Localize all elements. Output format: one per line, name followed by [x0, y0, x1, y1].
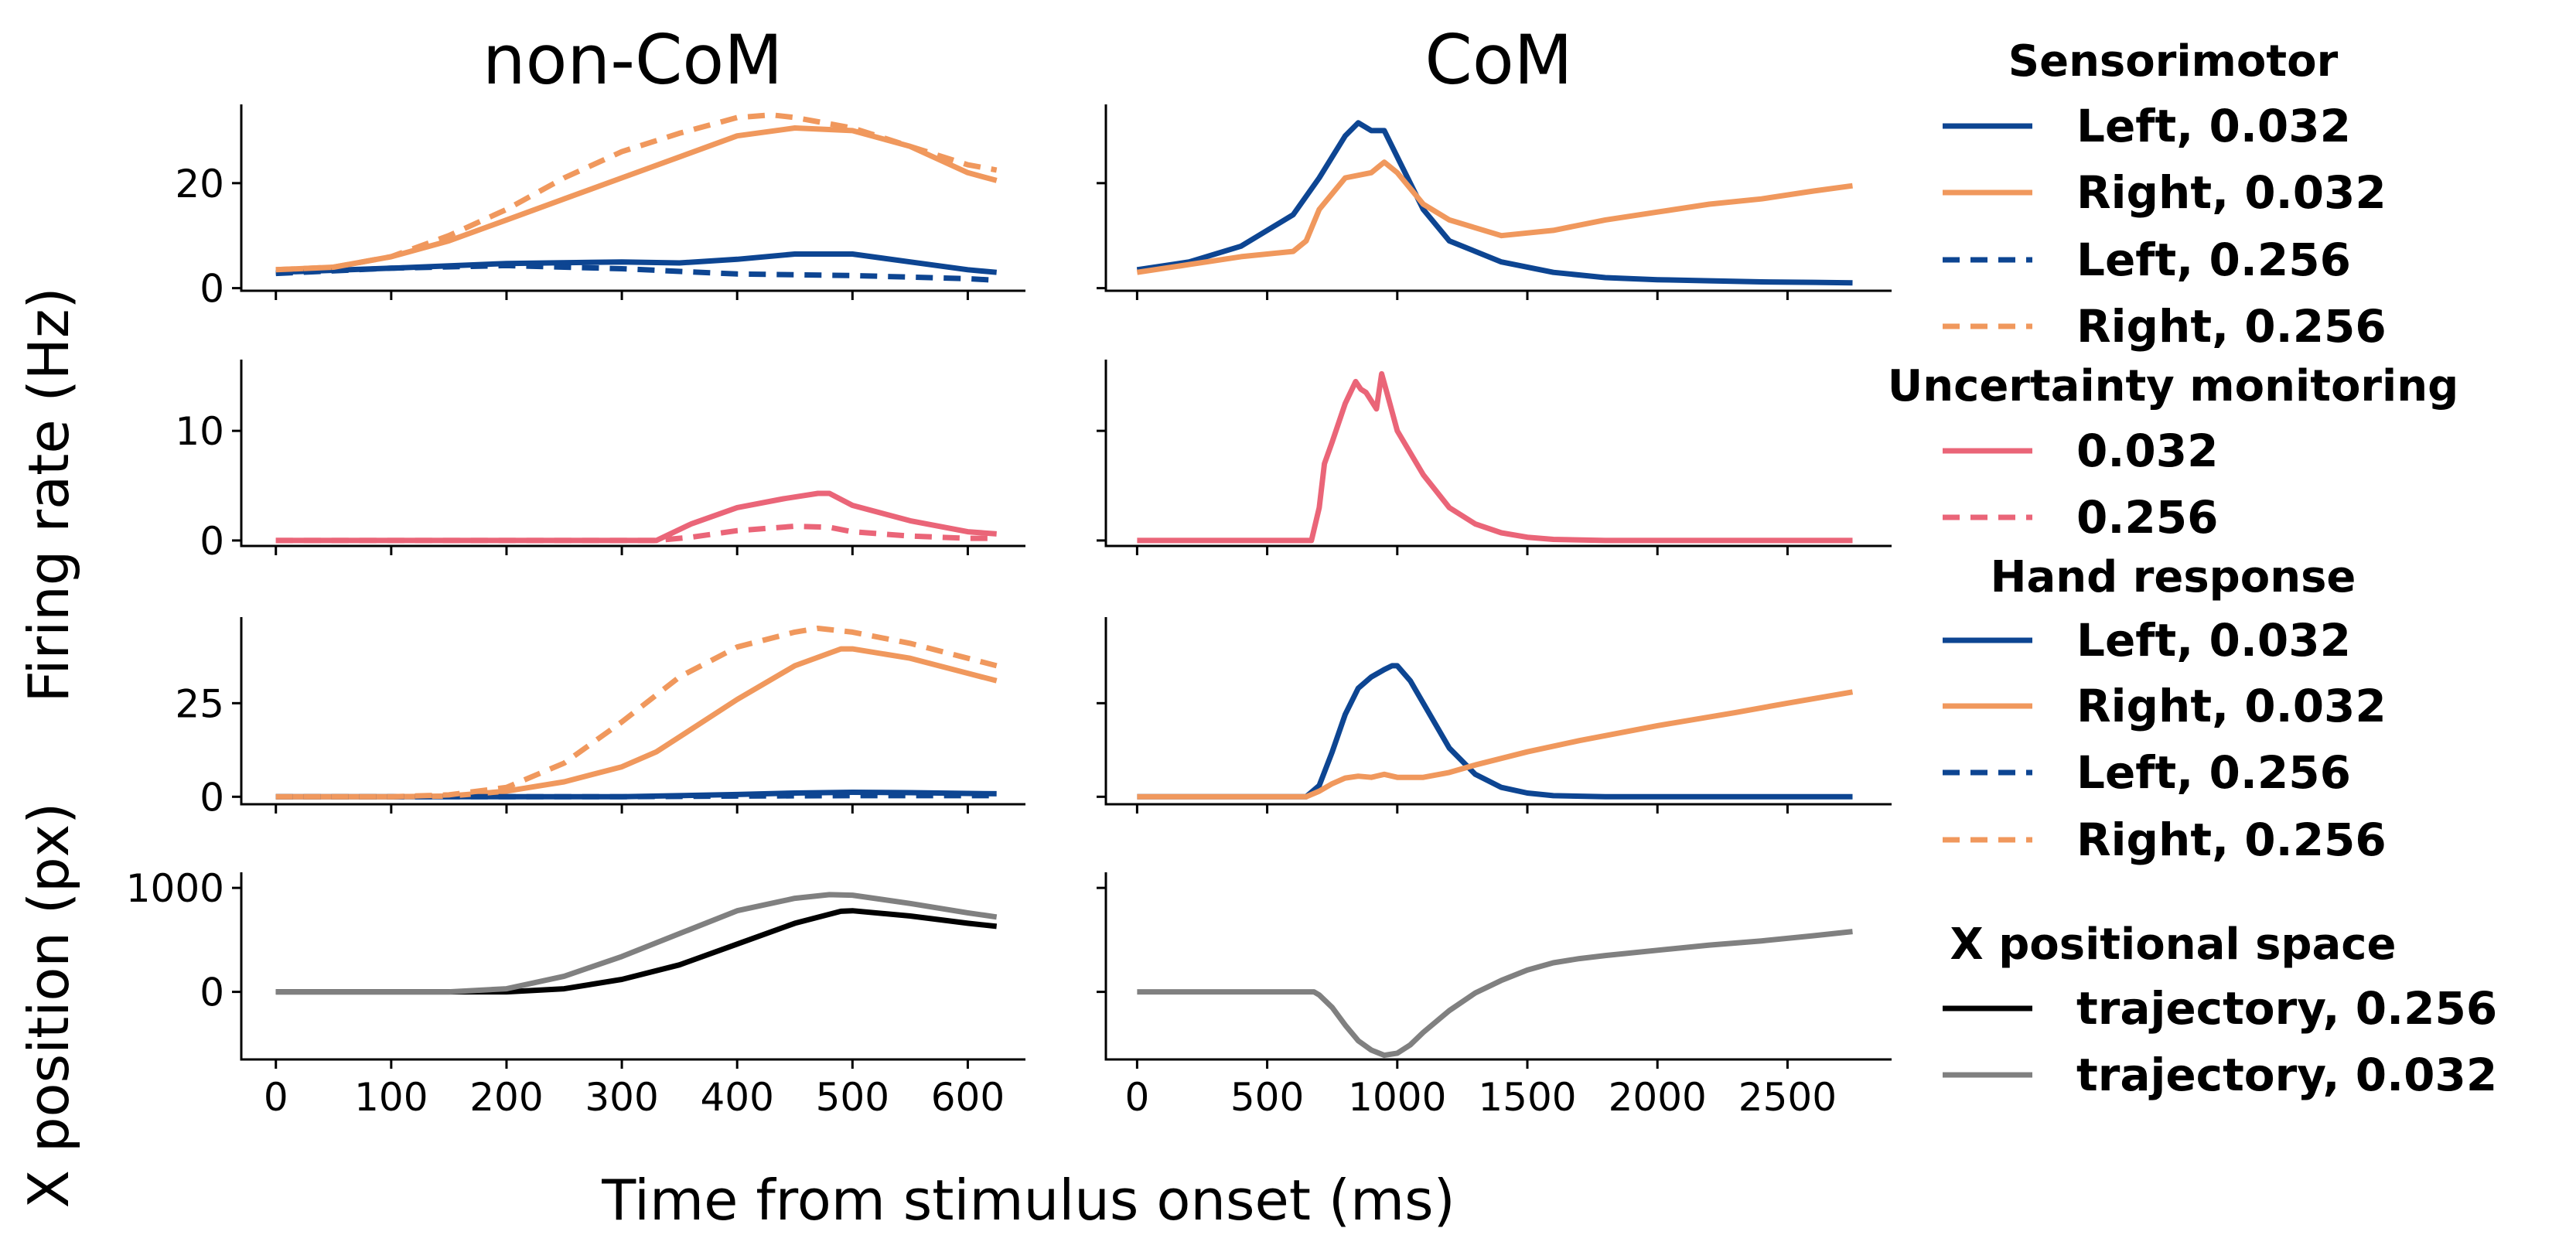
x-tick-label: 1000: [1348, 1075, 1446, 1120]
x-tick-label: 600: [931, 1075, 1005, 1120]
legend-title: X positional space: [1950, 919, 2397, 970]
axis-spines: [1104, 104, 1892, 292]
y-tick-label: 20: [175, 162, 224, 206]
x-tick-label: 500: [1230, 1075, 1304, 1120]
axis-spines: [1104, 360, 1892, 548]
legend-title: Uncertainty monitoring: [1888, 361, 2458, 411]
x-axis-label: Time from stimulus onset (ms): [601, 1168, 1455, 1233]
series-line-1: [275, 490, 997, 544]
x-tick-label: 100: [354, 1075, 428, 1120]
y-tick-label: 1000: [126, 866, 224, 911]
y-axis-label-firing-rate: Firing rate (Hz): [16, 287, 81, 702]
axis-spines: [240, 360, 1025, 548]
series-line-4: [275, 112, 998, 273]
legend-title: Hand response: [1991, 552, 2356, 602]
legend-group-3: Hand response Left, 0.032 Right, 0.032 Left…: [1943, 552, 2387, 866]
panel-1-com: [1097, 104, 1892, 300]
column-title-com: CoM: [1424, 20, 1572, 100]
x-tick-label: 400: [700, 1075, 773, 1120]
y-tick-label: 0: [200, 971, 224, 1015]
panel-3-non-com: 0 25: [175, 617, 1025, 820]
x-tick-label: 2500: [1738, 1075, 1837, 1120]
legend-label: Left, 0.256: [2076, 234, 2351, 286]
legend-group-4: X positional space trajectory, 0.256 traje…: [1943, 919, 2497, 1101]
y-tick-label: 25: [175, 681, 224, 726]
legend-label: Left, 0.256: [2076, 746, 2351, 799]
legend-label: 0.032: [2076, 425, 2218, 477]
series-line-2: [1136, 159, 1853, 275]
legend: Sensorimotor Left, 0.032 Right, 0.032 Left,…: [1888, 36, 2497, 1101]
series-line-2: [275, 646, 998, 800]
series-line-1: [1137, 663, 1853, 800]
panel-2-non-com: 0 10: [175, 360, 1025, 564]
y-tick-label: 0: [200, 775, 224, 820]
series-line-4: [275, 626, 998, 800]
x-tick-label: 0: [1124, 1075, 1149, 1120]
legend-label: Right, 0.256: [2076, 300, 2387, 353]
x-tick-label: 200: [469, 1075, 543, 1120]
legend-label: Left, 0.032: [2076, 614, 2351, 667]
y-tick-label: 10: [175, 409, 224, 454]
axis-spines: [1104, 617, 1892, 806]
series-line-1: [275, 251, 998, 275]
series-line-3: [275, 793, 997, 800]
x-tick-label: 300: [585, 1075, 658, 1120]
x-tick-label: 0: [264, 1075, 288, 1120]
y-axis-label-x-position: X position (px): [16, 803, 81, 1209]
axis-spines: [240, 617, 1025, 806]
series-line-1: [1136, 120, 1853, 286]
series-line-2: [275, 125, 998, 273]
legend-group-1: Sensorimotor Left, 0.032 Right, 0.032 Left,…: [1943, 36, 2387, 353]
axis-spines: [1104, 872, 1892, 1061]
series-line-1: [1137, 370, 1853, 544]
y-tick-label: 0: [200, 519, 224, 564]
column-title-non-com: non-CoM: [483, 20, 783, 100]
panel-4-com: 0 500 1000 1500 2000 2500: [1097, 872, 1892, 1120]
axis-spines: [240, 104, 1025, 292]
x-tick-label: 1500: [1478, 1075, 1576, 1120]
series-line-2: [275, 892, 998, 995]
series-line-1: [275, 908, 998, 995]
legend-label: trajectory, 0.256: [2076, 982, 2497, 1035]
series-line-2: [1137, 689, 1854, 800]
legend-label: Left, 0.032: [2076, 100, 2351, 152]
x-tick-label: 500: [816, 1075, 889, 1120]
legend-label: Right, 0.256: [2076, 814, 2387, 866]
panel-4-non-com: 0 100 200 300 400 500 600 0 1000: [126, 866, 1025, 1120]
axis-spines: [240, 872, 1025, 1061]
y-tick-label: 0: [200, 267, 224, 312]
series-line-2: [275, 524, 997, 544]
panel-2-com: [1097, 360, 1892, 555]
legend-label: trajectory, 0.032: [2076, 1049, 2497, 1101]
panel-1-non-com: 0 20: [175, 104, 1025, 312]
legend-label: Right, 0.032: [2076, 680, 2387, 732]
series-line-1: [1137, 929, 1853, 1059]
legend-label: Right, 0.032: [2076, 166, 2387, 219]
series-line-3: [275, 262, 997, 283]
x-tick-label: 2000: [1609, 1075, 1707, 1120]
panel-3-com: [1097, 617, 1892, 814]
legend-group-2: Uncertainty monitoring 0.032 0.256: [1888, 361, 2458, 544]
legend-title: Sensorimotor: [2008, 36, 2339, 87]
legend-label: 0.256: [2076, 491, 2218, 544]
